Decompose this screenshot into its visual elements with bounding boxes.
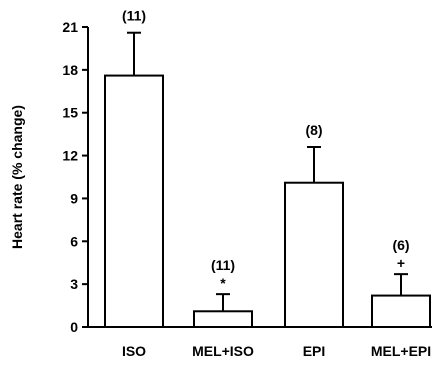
category-label: ISO (122, 343, 146, 359)
bar (193, 310, 253, 328)
bar (284, 181, 344, 328)
y-tick-label: 18 (62, 62, 78, 78)
sample-size-label: (11) (122, 8, 146, 24)
sample-size-label: (6) (392, 237, 409, 253)
y-tick-label: 9 (70, 190, 78, 206)
category-label: EPI (303, 343, 326, 359)
y-tick-label: 0 (70, 319, 78, 335)
significance-mark: * (220, 275, 226, 291)
bar (104, 74, 164, 328)
category-label: MEL+ISO (192, 343, 254, 359)
y-ticks: 0 3 6 9 12 15 18 21 (62, 19, 88, 335)
sample-size-label: (11) (211, 257, 235, 273)
bar (371, 294, 431, 329)
bars: (11) * (11) (8) + (6) (104, 8, 431, 329)
category-labels: ISO MEL+ISO EPI MEL+EPI (122, 343, 431, 359)
y-axis: 0 3 6 9 12 15 18 21 (62, 19, 89, 335)
y-tick-label: 3 (70, 276, 78, 292)
significance-mark: + (397, 255, 405, 271)
y-tick-label: 6 (70, 233, 78, 249)
y-tick-label: 21 (62, 19, 78, 35)
y-axis-label: Heart rate (% change) (9, 105, 25, 249)
category-label: MEL+EPI (371, 343, 431, 359)
sample-size-label: (8) (305, 122, 322, 138)
y-tick-label: 15 (62, 105, 78, 121)
y-tick-label: 12 (62, 148, 78, 164)
